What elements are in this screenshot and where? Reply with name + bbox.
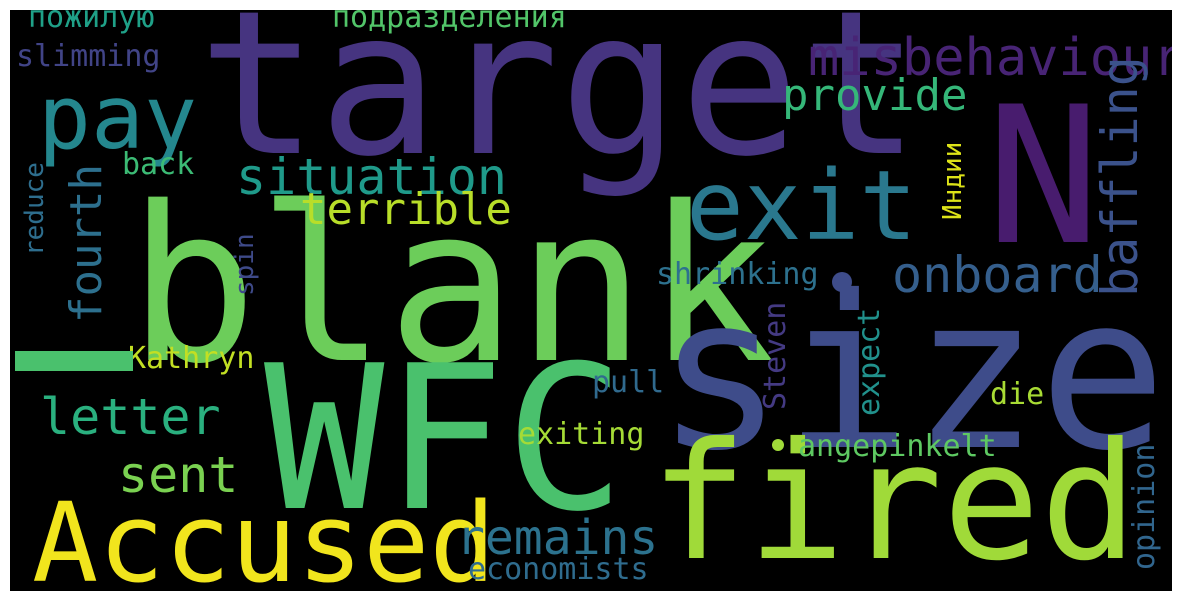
word-slimming: slimming: [16, 39, 161, 74]
word-podrazdeleniya: подразделения: [332, 10, 567, 35]
word-die: die: [990, 377, 1045, 412]
word-cloud: target blank size WFC N fired Accused ex…: [10, 10, 1172, 591]
word-blank: blank: [128, 160, 776, 411]
word-shrinking: shrinking: [656, 257, 819, 292]
word-angepinkelt: angepinkelt: [798, 429, 997, 464]
word-kathryn: Kathryn: [128, 341, 255, 376]
word-fired: fired: [650, 409, 1138, 591]
word-pull: pull: [592, 365, 665, 400]
word-exiting: exiting: [518, 417, 645, 452]
word-baffling: baffling: [1091, 56, 1149, 297]
word-indii: Индии: [938, 141, 968, 220]
word-provide: provide: [782, 70, 968, 121]
word-pay: pay: [38, 66, 197, 169]
word-onboard: onboard: [892, 246, 1103, 304]
dot-mark-small: [772, 439, 784, 451]
word-n: N: [986, 66, 1101, 287]
word-remains: remains: [456, 510, 659, 566]
word-economists: economists: [468, 552, 649, 587]
word-steven: Steven: [758, 301, 793, 410]
word-opinion: opinion: [1127, 443, 1162, 570]
word-misbehaviour: misbehaviour: [808, 28, 1172, 88]
dash-mark: [15, 351, 133, 371]
word-exit: exit: [686, 150, 918, 262]
word-spin: spin: [230, 233, 260, 296]
word-expect: expect: [852, 307, 887, 416]
word-size: size: [656, 250, 1167, 497]
word-terrible: terrible: [300, 184, 512, 235]
word-pozhiluyu: пожилую: [28, 10, 155, 35]
word-target: target: [198, 10, 921, 201]
word-sent: sent: [118, 446, 239, 504]
word-situation: situation: [236, 148, 507, 206]
word-letter: letter: [40, 388, 221, 446]
word-reduce: reduce: [20, 162, 50, 256]
word-fourth: fourth: [61, 164, 112, 323]
word-wfc: WFC: [264, 323, 626, 556]
word-accused: Accused: [32, 479, 496, 591]
dot-mark: [832, 272, 852, 292]
word-back: back: [122, 147, 195, 182]
